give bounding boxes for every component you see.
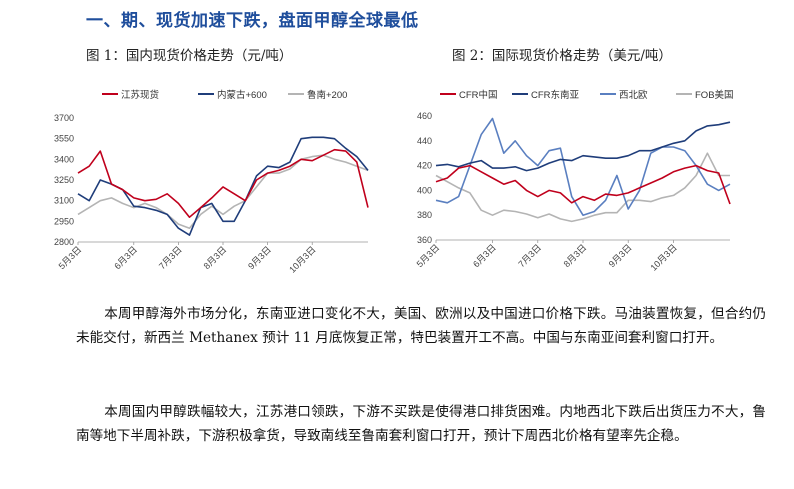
legend-label: CFR中国 [459, 89, 498, 101]
paragraph-2-text: 本周国内甲醇跌幅较大，江苏港口领跌，下游不买跌是使得港口排货困难。内地西北下跌后… [76, 404, 766, 444]
x-tick-label: 8月3日 [562, 242, 589, 269]
y-tick-label: 3250 [54, 175, 74, 185]
x-tick-label: 5月3日 [57, 244, 84, 271]
legend-label: FOB美国 [695, 89, 734, 101]
paragraph-1-text: 本周甲醇海外市场分化，东南亚进口变化不大，美国、欧洲以及中国进口价格下跌。马油装… [76, 306, 766, 346]
y-tick-label: 420 [417, 161, 432, 171]
x-tick-label: 7月3日 [157, 244, 184, 271]
y-tick-label: 360 [417, 235, 432, 245]
legend-label: 鲁南+200 [307, 89, 347, 101]
series-line [435, 164, 731, 205]
figure-2-caption: 图 2：国际现货价格走势（美元/吨） [452, 48, 672, 64]
series-line [77, 148, 369, 218]
paragraph-2: 本周国内甲醇跌幅较大，江苏港口领跌，下游不买跌是使得港口排货困难。内地西北下跌后… [76, 400, 766, 448]
international-spot-price-chart: CFR中国 CFR东南亚 西北欧 FOB美国 360 380 400 420 440 460 5月3… [415, 89, 734, 273]
y-tick-label: 2950 [54, 216, 74, 226]
y-tick-label: 3400 [54, 154, 74, 164]
x-tick-label: 8月3日 [202, 244, 229, 271]
y-tick-label: 2800 [54, 237, 74, 247]
y-tick-label: 3100 [54, 196, 74, 206]
series-line [435, 117, 731, 216]
y-tick-label: 380 [417, 210, 432, 220]
y-tick-label: 3550 [54, 134, 74, 144]
series-line [77, 136, 369, 236]
figure-1-caption: 图 1：国内现货价格走势（元/吨） [86, 48, 293, 64]
series-line [77, 154, 369, 229]
x-tick-label: 6月3日 [112, 244, 139, 271]
legend-label: 西北欧 [619, 89, 648, 101]
y-tick-label: 460 [417, 111, 432, 121]
paragraph-1: 本周甲醇海外市场分化，东南亚进口变化不大，美国、欧洲以及中国进口价格下跌。马油装… [76, 302, 766, 350]
x-tick-label: 7月3日 [516, 242, 543, 269]
series-line [435, 152, 730, 223]
legend-label: CFR东南亚 [531, 89, 580, 101]
legend-label: 内蒙古+600 [217, 89, 267, 101]
legend-label: 江苏现货 [121, 89, 159, 101]
x-tick-label: 6月3日 [471, 242, 498, 269]
y-tick-label: 400 [417, 185, 432, 195]
x-tick-label: 5月3日 [415, 242, 442, 269]
x-tick-label: 10月3日 [287, 244, 317, 274]
section-heading: 一、期、现货加速下跌，盘面甲醇全球最低 [86, 11, 419, 31]
y-tick-label: 440 [417, 136, 432, 146]
x-tick-label: 9月3日 [246, 244, 273, 271]
y-tick-label: 3700 [54, 113, 74, 123]
x-tick-label: 10月3日 [648, 242, 678, 272]
domestic-spot-price-chart: 江苏现货 内蒙古+600 鲁南+200 2800 2950 3100 3250 3400 355… [54, 89, 369, 275]
series-line [435, 121, 731, 172]
x-tick-label: 9月3日 [607, 242, 634, 269]
